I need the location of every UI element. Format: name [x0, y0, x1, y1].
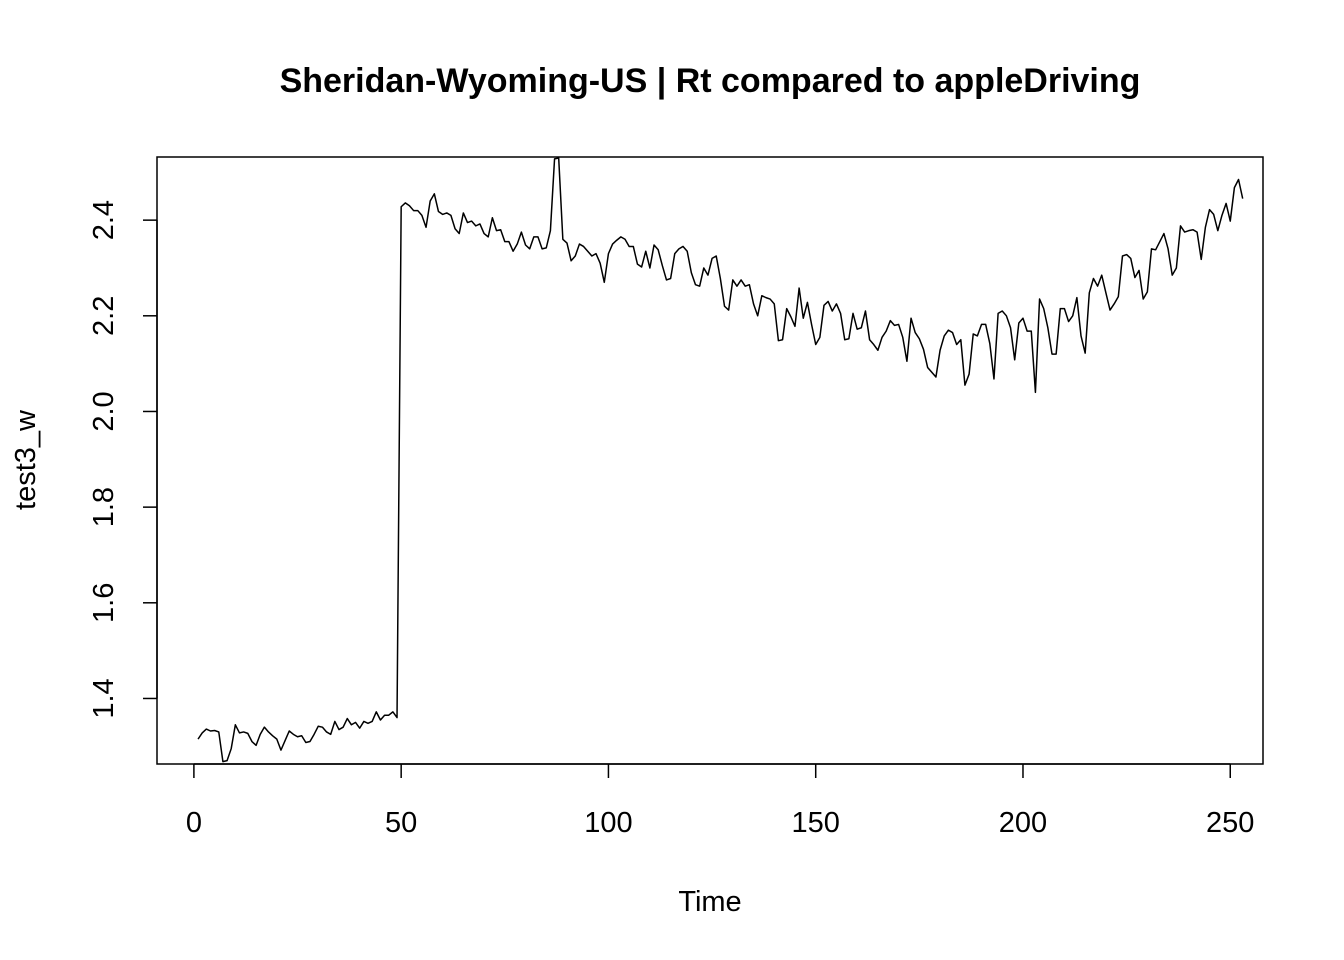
- x-tick-label: 50: [385, 807, 417, 839]
- y-tick-label: 2.2: [88, 296, 120, 336]
- x-tick-label: 250: [1206, 807, 1254, 839]
- x-tick-label: 200: [999, 807, 1047, 839]
- y-tick-label: 1.6: [88, 583, 120, 623]
- y-axis: 1.4 1.6 1.8 2.0 2.2 2.4: [88, 200, 157, 719]
- y-tick-label: 1.8: [88, 487, 120, 527]
- x-axis: 0 50 100 150 200 250: [186, 764, 1255, 839]
- x-tick-label: 150: [792, 807, 840, 839]
- plot-frame: [157, 157, 1263, 764]
- x-axis-label: Time: [678, 886, 741, 918]
- x-tick-label: 0: [186, 807, 202, 839]
- y-tick-label: 2.0: [88, 391, 120, 431]
- y-tick-label: 1.4: [88, 678, 120, 718]
- y-tick-label: 2.4: [88, 200, 120, 240]
- series-line: [198, 158, 1243, 762]
- chart-title: Sheridan-Wyoming-US | Rt compared to app…: [280, 62, 1141, 100]
- y-axis-label: test3_w: [10, 409, 42, 510]
- x-tick-label: 100: [584, 807, 632, 839]
